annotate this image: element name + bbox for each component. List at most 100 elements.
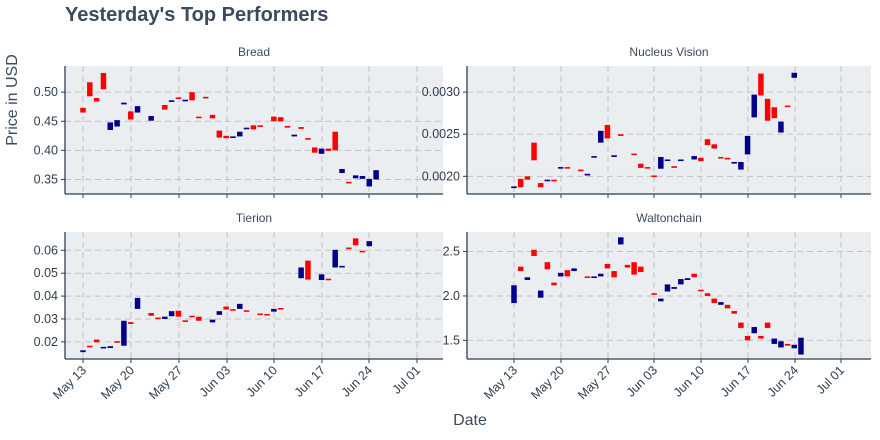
candle-up	[791, 344, 798, 349]
candle-up	[339, 168, 345, 174]
candle-down	[93, 98, 100, 102]
y-tick-label: 0.02	[34, 335, 58, 349]
candle-down	[359, 250, 366, 253]
candle-up	[678, 279, 684, 285]
candle-down	[631, 262, 637, 275]
candle-down	[564, 270, 571, 277]
candle-down	[711, 298, 717, 304]
candle-down	[731, 311, 737, 314]
candle-down	[93, 339, 100, 343]
candle-down	[651, 293, 657, 295]
panel-background	[467, 66, 871, 194]
candle-up	[678, 159, 684, 162]
candle-down	[764, 322, 771, 328]
candle-down	[718, 156, 724, 159]
candle-down	[537, 183, 544, 188]
candle-down	[604, 124, 611, 139]
candle-down	[277, 117, 284, 122]
candle-down	[127, 322, 134, 324]
candle-down	[638, 266, 644, 272]
candle-down	[312, 147, 318, 153]
candle-down	[758, 73, 764, 96]
candle-down	[784, 105, 791, 108]
candle-down	[618, 134, 624, 136]
candle-down	[114, 341, 120, 343]
x-tick-label: May 13	[50, 363, 89, 402]
candle-down	[257, 313, 263, 316]
x-axis-label: Date	[453, 412, 487, 429]
candle-up	[332, 249, 338, 268]
candle-down	[346, 181, 352, 184]
candle-up	[121, 320, 127, 346]
candle-up	[352, 175, 359, 179]
candle-up	[298, 267, 304, 279]
x-tick-label: Jun 17	[718, 363, 754, 399]
y-tick-label: 0.35	[34, 172, 58, 186]
candle-up	[738, 162, 744, 170]
candle-down	[284, 125, 291, 128]
candle-up	[664, 284, 671, 292]
y-tick-label: 1.5	[443, 333, 460, 347]
candle-down	[209, 114, 216, 119]
candle-down	[704, 139, 711, 146]
x-tick-label: Jun 17	[292, 363, 328, 399]
y-tick-label: 2.0	[443, 289, 460, 303]
candle-down	[698, 157, 704, 162]
candle-up	[168, 311, 175, 317]
candle-down	[127, 111, 134, 120]
candle-down	[771, 107, 778, 119]
candle-up	[751, 94, 757, 118]
candle-up	[148, 116, 154, 121]
candle-up	[318, 148, 325, 154]
candle-down	[644, 167, 651, 169]
candle-up	[731, 162, 737, 164]
candle-up	[230, 136, 236, 138]
candle-down	[230, 309, 236, 311]
candle-up	[80, 350, 86, 353]
candle-up	[664, 159, 671, 162]
candle-down	[87, 345, 93, 348]
candle-down	[325, 148, 332, 151]
candle-up	[611, 155, 617, 157]
candle-down	[551, 179, 557, 182]
x-tick-label: May 20	[98, 363, 137, 402]
chart-title: Yesterday's Top Performers	[65, 4, 329, 26]
candle-up	[557, 272, 564, 277]
candle-down	[611, 271, 617, 278]
candle-up	[671, 287, 677, 289]
candle-up	[718, 302, 724, 305]
x-tick-label: May 13	[481, 363, 520, 402]
candle-down	[80, 107, 86, 113]
candle-up	[798, 337, 804, 355]
candle-down	[271, 116, 277, 122]
y-tick-label: 0.50	[34, 85, 58, 99]
candle-up	[557, 167, 564, 169]
candle-down	[182, 320, 188, 322]
candle-down	[584, 276, 591, 279]
candle-up	[107, 346, 114, 349]
candle-down	[758, 335, 764, 339]
candle-down	[223, 306, 229, 310]
candle-up	[537, 290, 544, 298]
candle-down	[162, 104, 168, 110]
candle-down	[517, 266, 524, 272]
candle-up	[339, 265, 345, 268]
panel-title: Waltonchain	[636, 211, 702, 225]
candle-down	[352, 238, 359, 246]
candle-up	[162, 316, 168, 319]
candle-down	[100, 72, 107, 90]
candle-up	[271, 308, 277, 312]
candle-down	[744, 335, 751, 341]
candle-down	[196, 116, 202, 119]
candle-down	[724, 304, 731, 309]
candle-down	[631, 153, 637, 156]
candle-down	[524, 176, 531, 180]
candle-down	[784, 343, 791, 346]
candle-down	[624, 264, 631, 268]
candle-up	[359, 175, 366, 179]
candle-up	[134, 106, 141, 113]
candle-up	[598, 130, 604, 143]
candle-up	[571, 268, 577, 272]
candle-up	[658, 298, 664, 302]
y-tick-label: 0.45	[34, 114, 58, 128]
